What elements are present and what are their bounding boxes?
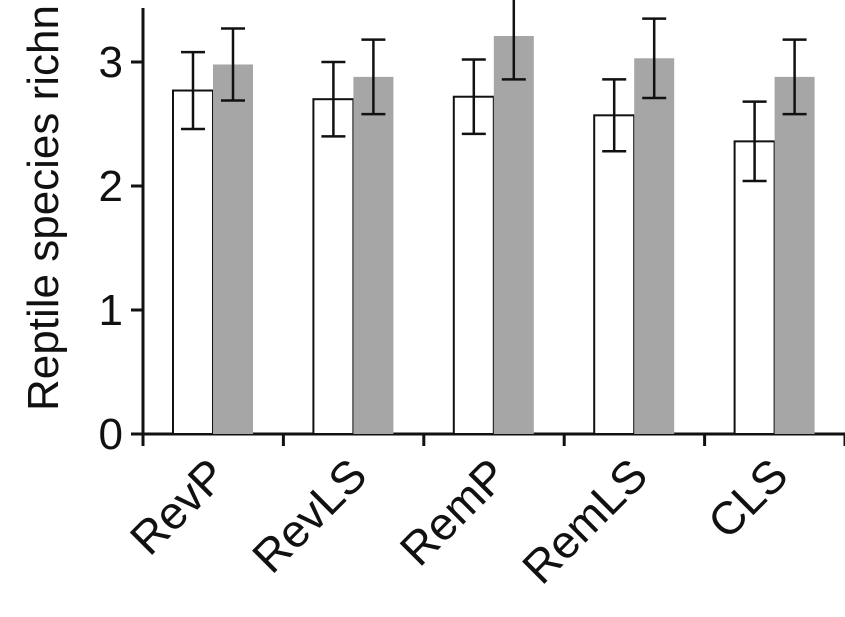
bar [634, 58, 675, 434]
bar [353, 76, 394, 434]
x-category-label: RevP [120, 448, 236, 564]
x-category-label: RevLS [242, 448, 376, 582]
y-axis: 0 1 2 3 [99, 8, 145, 459]
bar [312, 98, 355, 435]
y-axis-title: Reptile species richn [19, 5, 68, 411]
x-category-label: CLS [698, 448, 798, 548]
y-tick-label: 2 [99, 162, 123, 211]
bar [774, 76, 815, 434]
bars [172, 35, 815, 436]
bar [213, 64, 253, 434]
y-tick-label: 1 [99, 286, 123, 335]
x-category-label: RemP [390, 448, 517, 575]
error-bars [181, 0, 807, 183]
bar [452, 95, 495, 435]
y-tick-label: 3 [99, 38, 123, 87]
bar [172, 89, 214, 436]
x-category-label: RemLS [512, 448, 657, 593]
bar [593, 114, 636, 435]
bar [733, 140, 776, 436]
y-tick-label: 0 [99, 410, 123, 459]
bar [493, 35, 534, 435]
